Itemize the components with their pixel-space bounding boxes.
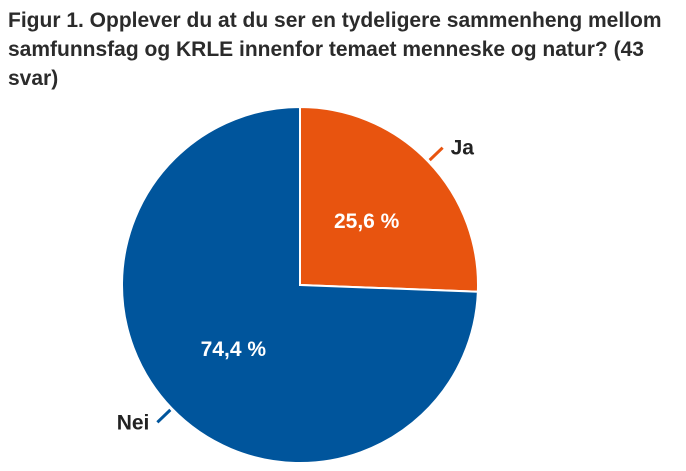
leader-line-nei	[156, 408, 172, 424]
leader-line-ja	[428, 146, 444, 162]
pie-labels: 25,6 % Ja 74,4 % Nei	[117, 137, 475, 435]
pie-slice-ja	[299, 105, 479, 293]
slice-value-label-nei: 74,4 %	[201, 338, 267, 361]
pie-slice-nei	[121, 105, 479, 464]
slice-category-label-nei: Nei	[117, 411, 150, 434]
slice-value-label-ja: 25,6 %	[334, 210, 400, 233]
pie-slices	[121, 105, 479, 464]
chart-title: Figur 1. Opplever du at du ser en tydeli…	[8, 9, 662, 90]
slice-category-label-ja: Ja	[451, 137, 475, 160]
